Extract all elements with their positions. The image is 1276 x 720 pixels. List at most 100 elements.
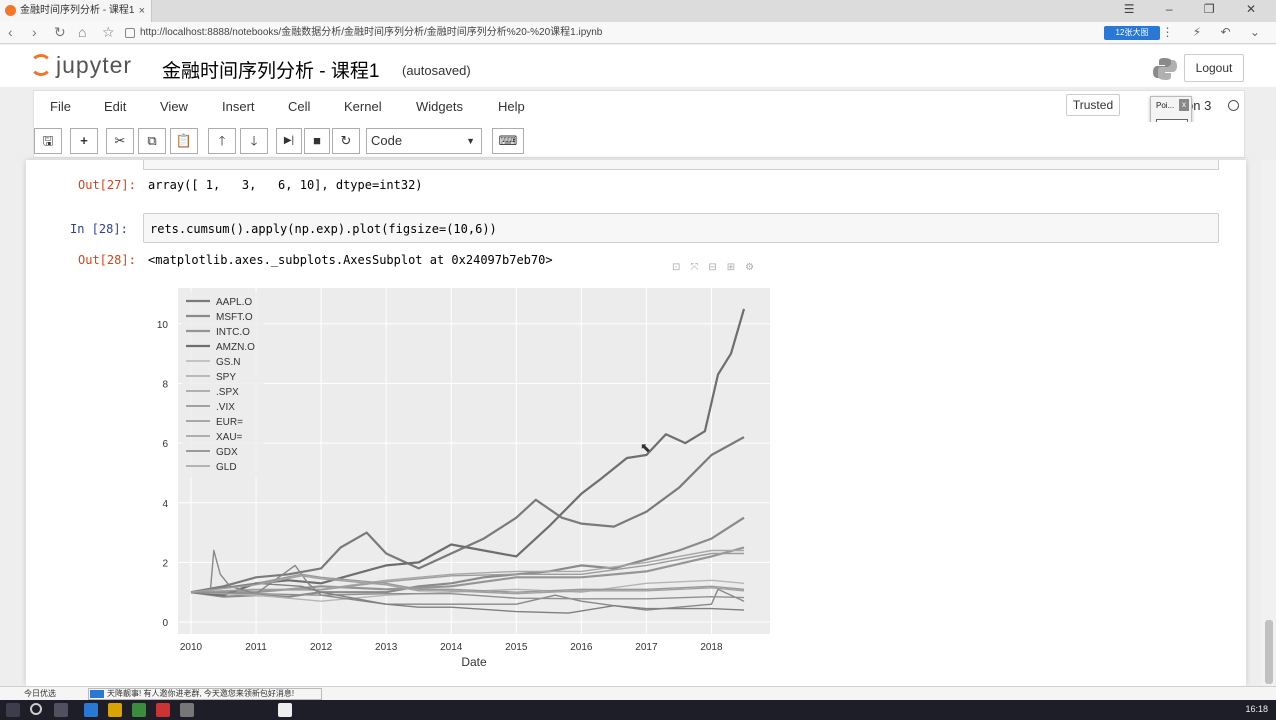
- stop-icon: ■: [313, 133, 321, 148]
- trusted-indicator[interactable]: Trusted: [1066, 94, 1120, 116]
- browser-action-icons[interactable]: ⋮ ⚡ ↶ ⌄: [1161, 25, 1268, 39]
- menu-help[interactable]: Help: [498, 99, 525, 114]
- output-action-icons[interactable]: ⊡⤧⊟⊞⚙: [672, 262, 765, 273]
- today-picks-label[interactable]: 今日优选: [24, 689, 56, 698]
- out28-output: <matplotlib.axes._subplots.AxesSubplot a…: [148, 253, 553, 267]
- kernel-idle-icon: [1228, 100, 1239, 111]
- legend-entry: MSFT.O: [216, 312, 253, 323]
- jupyter-logo[interactable]: jupyter: [30, 52, 132, 79]
- jupyter-favicon-icon: [5, 5, 16, 16]
- copy-icon: ⧉: [147, 133, 157, 148]
- browser-tab[interactable]: 金融时间序列分析 - 课程1 ×: [0, 0, 152, 22]
- reload-icon[interactable]: ↻: [54, 24, 66, 40]
- popup-close-button[interactable]: x: [1179, 99, 1189, 111]
- save-button[interactable]: 🖫: [34, 128, 62, 154]
- vertical-scrollbar[interactable]: [1262, 160, 1276, 686]
- save-icon: 🖫: [42, 133, 54, 148]
- insert-cell-button[interactable]: +: [70, 128, 98, 154]
- kernel-name: on 3: [1186, 98, 1212, 113]
- menu-kernel[interactable]: Kernel: [344, 99, 382, 114]
- star-icon[interactable]: ☆: [102, 24, 115, 40]
- forward-arrow-icon[interactable]: ›: [32, 24, 37, 40]
- search-icon[interactable]: [30, 703, 42, 715]
- series-line-aaplo: [190, 436, 745, 594]
- x-tick-label: 2017: [635, 642, 658, 653]
- paste-button[interactable]: 📋: [170, 128, 198, 154]
- plot-series: [190, 308, 746, 614]
- cell-type-select[interactable]: Code ▼: [366, 128, 482, 154]
- x-tick-label: 2014: [440, 642, 463, 653]
- series-line-gld: [190, 575, 745, 595]
- run-button[interactable]: ▶|: [276, 128, 302, 154]
- menu-cell[interactable]: Cell: [288, 99, 311, 114]
- chevron-down-icon: ▼: [466, 136, 475, 146]
- menu-view[interactable]: View: [160, 99, 188, 114]
- move-up-button[interactable]: 🡑: [208, 128, 236, 154]
- url-field[interactable]: http://localhost:8888/notebooks/金融数据分析/金…: [122, 25, 1102, 41]
- tab-close-icon[interactable]: ×: [138, 5, 145, 17]
- url-text: http://localhost:8888/notebooks/金融数据分析/金…: [140, 27, 603, 38]
- app-icon[interactable]: [132, 703, 146, 717]
- browser-icon[interactable]: [84, 703, 98, 717]
- scissors-icon: ✂: [114, 133, 126, 148]
- arrow-up-icon: 🡑: [218, 133, 226, 148]
- out27-output: array([ 1, 3, 6, 10], dtype=int32): [148, 178, 423, 192]
- window-controls[interactable]: ☰ – ❐ ✕: [1123, 2, 1270, 16]
- y-tick-label: 0: [162, 618, 168, 629]
- x-tick-label: 2011: [245, 642, 267, 653]
- notebook-title[interactable]: 金融时间序列分析 - 课程1: [162, 61, 380, 82]
- news-ticker[interactable]: 天降靓事! 有人邀你进老群, 今天邀您来领新包好消息!: [88, 688, 322, 700]
- x-tick-label: 2016: [570, 642, 593, 653]
- app-icon-2[interactable]: [156, 703, 170, 717]
- logout-button[interactable]: Logout: [1184, 54, 1244, 82]
- series-line-spx: [190, 552, 744, 593]
- news-tag-icon: [90, 690, 104, 698]
- out28-prompt: Out[28]:: [78, 253, 136, 267]
- legend-box: [182, 292, 264, 478]
- menu-edit[interactable]: Edit: [104, 99, 127, 114]
- x-axis-label: Date: [461, 655, 487, 669]
- legend-entry: INTC.O: [216, 327, 250, 338]
- browser-tabbar: 金融时间序列分析 - 课程1 × ☰ – ❐ ✕: [0, 0, 1276, 22]
- menu-insert[interactable]: Insert: [222, 99, 255, 114]
- app-icon-3[interactable]: [180, 703, 194, 717]
- os-taskbar: 16:18: [0, 700, 1276, 720]
- menu-widgets[interactable]: Widgets: [416, 99, 463, 114]
- news-text: 天降靓事! 有人邀你进老群, 今天邀您来领新包好消息!: [107, 689, 295, 698]
- page-info-icon[interactable]: [125, 28, 135, 38]
- browser-tab-title: 金融时间序列分析 - 课程1: [20, 5, 135, 16]
- menu-file[interactable]: File: [50, 99, 71, 114]
- interrupt-button[interactable]: ■: [304, 128, 330, 154]
- extension-badge[interactable]: 12张大图: [1104, 26, 1160, 40]
- chart-legend: AAPL.O MSFT.O INTC.O AMZN.O GS.N SPY .SPX .VIX E…: [182, 292, 264, 478]
- in28-prompt: In [28]:: [70, 222, 128, 236]
- scrollbar-thumb[interactable]: [1265, 620, 1273, 684]
- x-axis-ticks: 2010 2011 2012 2013 2014 2015 2016 2017 2018: [180, 642, 723, 653]
- python-logo-icon: [1153, 58, 1177, 80]
- out27-prompt: Out[27]:: [78, 178, 136, 192]
- previous-input-cell[interactable]: [143, 160, 1219, 170]
- command-palette-button[interactable]: ⌨: [492, 128, 524, 154]
- windows-start-icon[interactable]: [6, 703, 20, 717]
- plus-icon: +: [80, 133, 88, 148]
- active-app-icon[interactable]: [278, 703, 292, 717]
- legend-entry: .VIX: [216, 402, 235, 413]
- legend-entry: GDX: [216, 447, 238, 458]
- x-tick-label: 2013: [375, 642, 398, 653]
- restart-button[interactable]: ↻: [332, 128, 360, 154]
- move-down-button[interactable]: 🡓: [240, 128, 268, 154]
- folder-icon[interactable]: [108, 703, 122, 717]
- copy-button[interactable]: ⧉: [138, 128, 166, 154]
- jupyter-logo-text: jupyter: [56, 52, 133, 78]
- y-tick-label: 10: [157, 320, 169, 331]
- series-line-gdx: [190, 582, 745, 614]
- back-arrow-icon[interactable]: ‹: [8, 24, 13, 40]
- jupyter-orb-icon: [30, 54, 52, 76]
- y-tick-label: 2: [162, 558, 168, 569]
- home-icon[interactable]: ⌂: [78, 24, 87, 40]
- cut-button[interactable]: ✂: [106, 128, 134, 154]
- legend-entry: AAPL.O: [216, 297, 252, 308]
- legend-entry: SPY: [216, 372, 236, 383]
- in28-code-cell[interactable]: rets.cumsum().apply(np.exp).plot(figsize…: [143, 213, 1219, 243]
- taskview-icon[interactable]: [54, 703, 68, 717]
